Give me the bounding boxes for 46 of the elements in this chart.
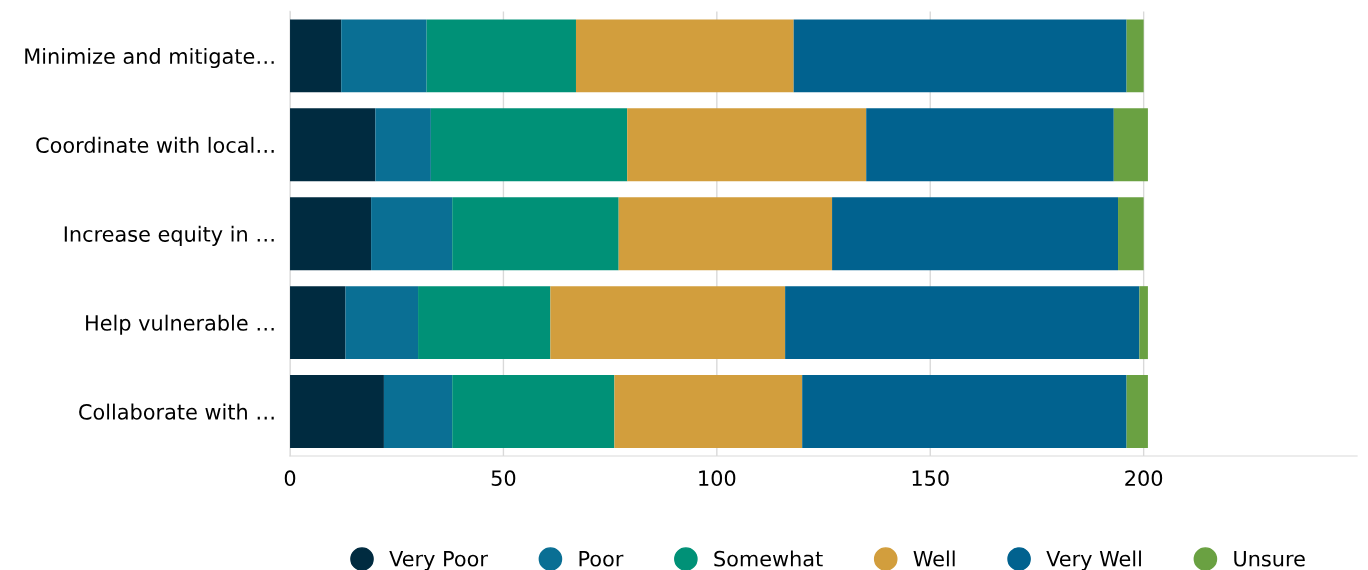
bar [418,286,551,360]
x-tick-label: 200 [1125,470,1163,487]
legend-label: Very Well [1046,550,1141,570]
bar [452,375,615,448]
bar [290,108,376,182]
bar [627,108,867,182]
bar [793,19,1127,93]
legend-label: Somewhat [714,550,823,567]
y-tick-label: Increase equity in … [64,225,274,246]
bar [785,286,1140,360]
bar [290,197,372,271]
bar [1118,197,1144,271]
y-tick-label: Collaborate with … [79,403,274,420]
x-tick-label: 100 [699,470,736,487]
bar [371,197,453,271]
bar [832,197,1119,271]
bar [550,286,786,360]
y-tick-label: Coordinate with local… [36,136,274,153]
x-tick-label: 50 [491,470,516,487]
bar [290,375,384,448]
x-tick-label: 0 [284,470,296,487]
legend-label: Well [913,550,955,567]
bar [575,19,794,93]
bar [618,197,833,271]
bar [375,108,431,182]
bar [1126,19,1144,93]
bar [1113,108,1148,182]
bar [802,375,1127,448]
bar [452,197,619,271]
bar [614,375,803,448]
legend-label: Unsure [1234,551,1305,567]
bar [1139,286,1148,360]
bar [290,286,346,360]
bar [290,19,342,93]
bar [383,375,453,448]
legend-label: Very Poor [389,551,488,570]
legend-label: Poor [579,551,624,567]
bar [426,19,576,93]
bar [345,286,419,360]
bar [430,108,628,182]
bar [1126,375,1148,448]
x-tick-label: 150 [912,470,949,487]
bar [341,19,427,93]
y-tick-label: Minimize and mitigate… [25,47,274,69]
bar [866,108,1114,182]
y-tick-label: Help vulnerable … [86,314,274,335]
